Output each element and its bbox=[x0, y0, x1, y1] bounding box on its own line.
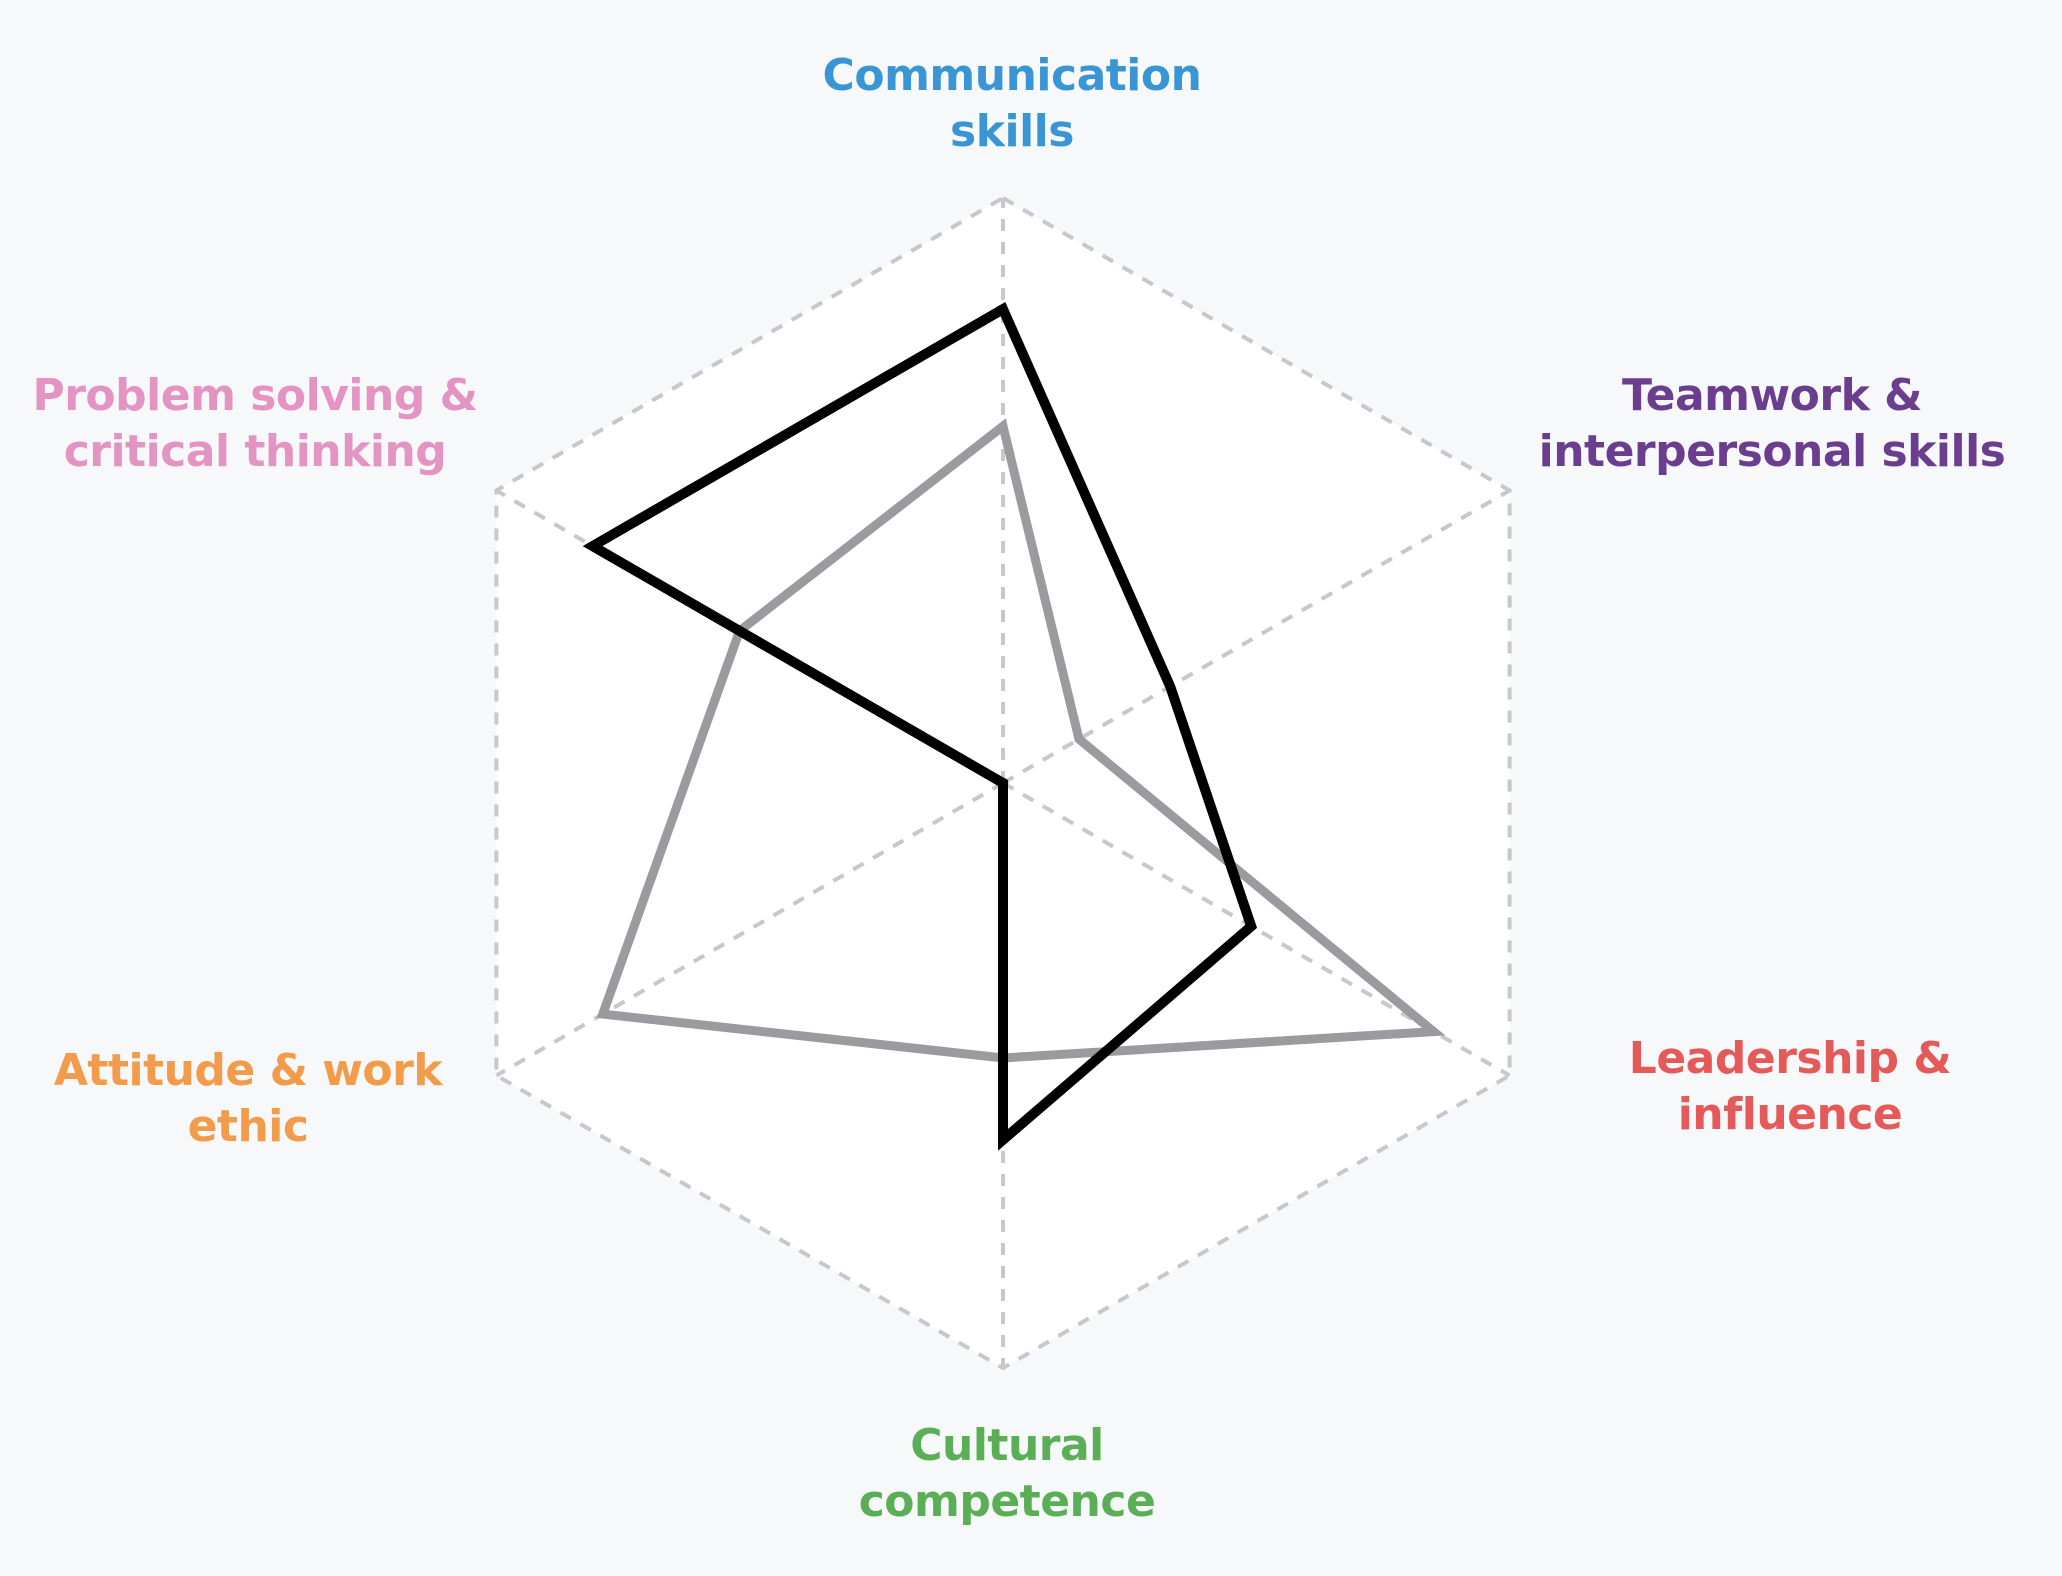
grid-outline bbox=[494, 195, 1512, 1371]
axis-label-line: ethic bbox=[187, 1101, 309, 1152]
axis-label-line: Teamwork & bbox=[1621, 370, 1923, 421]
grid-spoke bbox=[1002, 488, 1511, 785]
axis-label-6: Problem solving & critical thinking bbox=[32, 368, 478, 480]
axis-label-line: Communication bbox=[822, 50, 1202, 101]
axis-label-1: Communication skills bbox=[823, 48, 1202, 160]
axis-label-2: Teamwork & interpersonal skills bbox=[1539, 368, 2006, 480]
axis-label-line: Leadership & bbox=[1628, 1033, 1952, 1084]
axis-label-line: skills bbox=[950, 106, 1074, 157]
axis-label-4: Cultural competence bbox=[859, 1418, 1156, 1530]
axis-label-5: Attitude & work ethic bbox=[53, 1043, 443, 1155]
axis-label-3: Leadership & influence bbox=[1628, 1031, 1952, 1143]
grid-spoke bbox=[495, 781, 1005, 1078]
axis-label-line: competence bbox=[858, 1476, 1156, 1527]
axis-label-line: critical thinking bbox=[63, 426, 447, 477]
axis-label-line: Attitude & work bbox=[53, 1045, 443, 1096]
axis-label-line: Problem solving & bbox=[32, 370, 478, 421]
axis-label-line: influence bbox=[1677, 1089, 1903, 1140]
series-1-polygon bbox=[582, 302, 1258, 1151]
axis-label-line: Cultural bbox=[910, 1420, 1104, 1471]
axis-label-line: interpersonal skills bbox=[1538, 426, 2006, 477]
